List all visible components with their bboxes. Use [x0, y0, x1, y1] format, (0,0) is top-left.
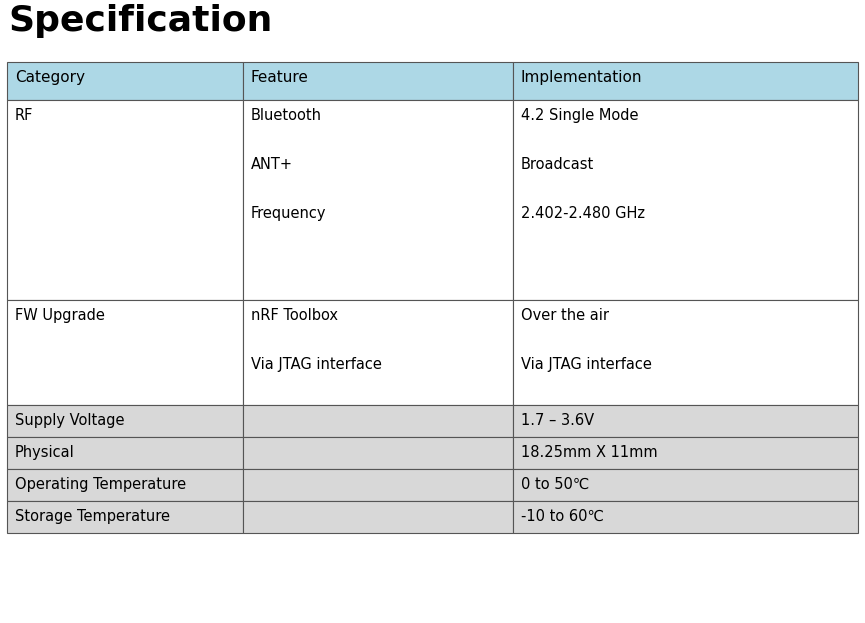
Bar [513, 469, 858, 501]
Bar [243, 437, 513, 469]
Bar [243, 300, 513, 405]
Text: 18.25mm X 11mm: 18.25mm X 11mm [521, 445, 657, 460]
Text: Over the air

Via JTAG interface: Over the air Via JTAG interface [521, 308, 652, 372]
Bar [243, 469, 513, 501]
Text: RF: RF [15, 108, 34, 123]
Text: Physical: Physical [15, 445, 74, 460]
Text: Storage Temperature: Storage Temperature [15, 509, 170, 524]
Text: Implementation: Implementation [521, 70, 643, 85]
Bar [513, 501, 858, 533]
Bar [513, 300, 858, 405]
Bar [7, 300, 243, 405]
Bar [243, 100, 513, 300]
Text: Bluetooth

ANT+

Frequency: Bluetooth ANT+ Frequency [251, 108, 326, 221]
Bar [513, 437, 858, 469]
Bar [513, 62, 858, 100]
Bar [513, 405, 858, 437]
Bar [7, 62, 243, 100]
Bar [243, 501, 513, 533]
Text: Supply Voltage: Supply Voltage [15, 413, 125, 428]
Bar [7, 100, 243, 300]
Text: Category: Category [15, 70, 85, 85]
Text: nRF Toolbox

Via JTAG interface: nRF Toolbox Via JTAG interface [251, 308, 381, 372]
Bar [243, 62, 513, 100]
Text: -10 to 60℃: -10 to 60℃ [521, 509, 604, 524]
Text: 0 to 50℃: 0 to 50℃ [521, 477, 589, 492]
Bar [7, 501, 243, 533]
Text: Specification: Specification [8, 4, 272, 38]
Text: Operating Temperature: Operating Temperature [15, 477, 186, 492]
Bar [513, 100, 858, 300]
Text: FW Upgrade: FW Upgrade [15, 308, 105, 323]
Bar [7, 405, 243, 437]
Text: Feature: Feature [251, 70, 309, 85]
Text: 4.2 Single Mode

Broadcast

2.402-2.480 GHz: 4.2 Single Mode Broadcast 2.402-2.480 GH… [521, 108, 645, 221]
Bar [243, 405, 513, 437]
Text: 1.7 – 3.6V: 1.7 – 3.6V [521, 413, 594, 428]
Bar [7, 469, 243, 501]
Bar [7, 437, 243, 469]
